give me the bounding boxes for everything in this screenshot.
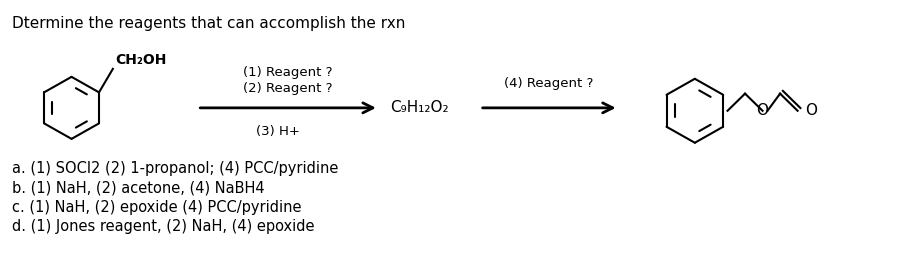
Text: C₉H₁₂O₂: C₉H₁₂O₂ bbox=[390, 100, 449, 115]
Text: b. (1) NaH, (2) acetone, (4) NaBH4: b. (1) NaH, (2) acetone, (4) NaBH4 bbox=[12, 181, 265, 195]
Text: (2) Reagent ?: (2) Reagent ? bbox=[244, 82, 333, 95]
Text: O: O bbox=[805, 103, 817, 118]
Text: d. (1) Jones reagent, (2) NaH, (4) epoxide: d. (1) Jones reagent, (2) NaH, (4) epoxi… bbox=[12, 219, 314, 234]
Text: Dtermine the reagents that can accomplish the rxn: Dtermine the reagents that can accomplis… bbox=[12, 16, 406, 31]
Text: a. (1) SOCl2 (2) 1-propanol; (4) PCC/pyridine: a. (1) SOCl2 (2) 1-propanol; (4) PCC/pyr… bbox=[12, 161, 339, 176]
Text: (1) Reagent ?: (1) Reagent ? bbox=[244, 66, 333, 79]
Text: O: O bbox=[757, 103, 769, 118]
Text: (4) Reagent ?: (4) Reagent ? bbox=[505, 77, 594, 90]
Text: (3) H+: (3) H+ bbox=[256, 125, 300, 138]
Text: c. (1) NaH, (2) epoxide (4) PCC/pyridine: c. (1) NaH, (2) epoxide (4) PCC/pyridine bbox=[12, 200, 301, 215]
Text: CH₂OH: CH₂OH bbox=[114, 53, 166, 67]
